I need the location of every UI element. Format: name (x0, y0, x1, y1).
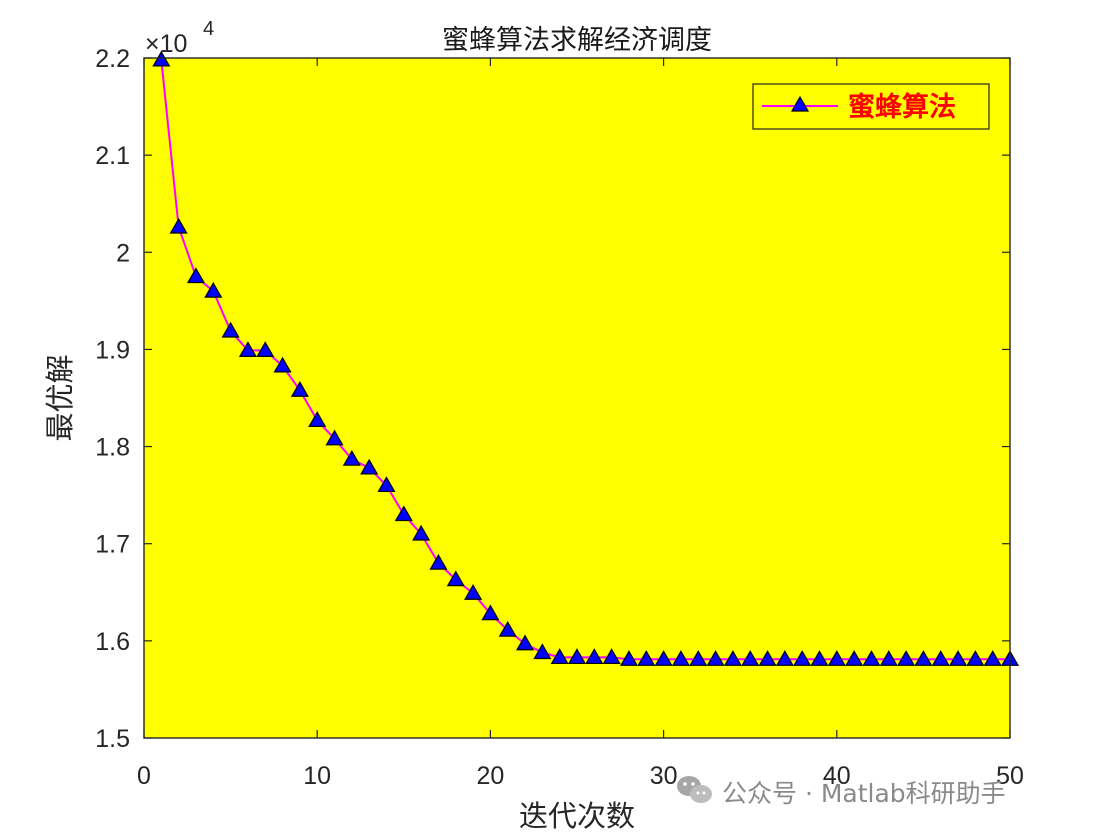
y-exponent-base: ×10 (145, 30, 187, 58)
watermark-text: 公众号 · Matlab科研助手 (722, 779, 1006, 808)
data-point-marker (845, 650, 864, 666)
data-point-marker (585, 648, 604, 664)
x-tick-label: 0 (137, 762, 151, 790)
x-axis-label: 迭代次数 (519, 799, 635, 833)
x-tick-label: 10 (303, 762, 331, 790)
y-exponent-power: 4 (203, 18, 214, 40)
plot-area (144, 58, 1010, 738)
data-point-marker (290, 381, 309, 397)
data-point-marker (533, 643, 552, 660)
data-point-marker (723, 650, 742, 666)
data-point-marker (464, 584, 483, 600)
y-axis-label: 最优解 (43, 354, 77, 441)
data-point-marker (637, 650, 656, 666)
data-point-marker (827, 650, 846, 666)
data-point-marker (204, 281, 223, 298)
y-tick-label: 2.1 (95, 142, 130, 170)
data-point-marker (879, 650, 898, 666)
y-tick-label: 2 (116, 239, 130, 267)
data-point-marker (169, 217, 188, 234)
x-tick-label: 50 (996, 762, 1024, 790)
data-point-marker (238, 341, 257, 357)
series-layer (152, 50, 1020, 666)
y-tick-label: 1.5 (95, 725, 130, 753)
data-point-marker (706, 650, 725, 666)
data-point-marker (256, 341, 275, 357)
data-point-marker (931, 650, 950, 666)
x-tick-label: 40 (823, 762, 851, 790)
legend-entry-label: 蜜蜂算法 (848, 91, 956, 123)
data-point-marker (966, 650, 985, 666)
data-point-marker (186, 267, 205, 284)
watermark: 公众号 · Matlab科研助手 (677, 776, 1006, 808)
data-point-marker (221, 321, 240, 338)
x-tick-label: 20 (476, 762, 504, 790)
y-tick-label: 1.9 (95, 336, 130, 364)
y-axis-exponent: ×10 4 (145, 18, 214, 58)
data-point-marker (775, 650, 794, 666)
data-point-marker (810, 650, 829, 666)
data-point-marker (481, 604, 500, 621)
y-tick-label: 1.7 (95, 531, 130, 559)
data-point-marker (550, 648, 569, 664)
x-axis-ticks: 0 10 20 30 40 50 (137, 58, 1024, 790)
data-point-marker (602, 648, 621, 664)
data-point-marker (342, 449, 361, 466)
data-point-marker (429, 553, 448, 570)
data-point-marker (516, 634, 535, 651)
data-point-marker (897, 650, 916, 666)
data-point-marker (914, 650, 933, 666)
y-axis-ticks: 1.5 1.6 1.7 1.8 1.9 2 2.1 2.2 (95, 45, 1010, 753)
y-tick-label: 1.6 (95, 628, 130, 656)
data-point-marker (412, 524, 431, 541)
data-point-marker (325, 429, 344, 446)
data-point-marker (741, 650, 760, 666)
data-point-marker (654, 650, 673, 666)
data-point-marker (983, 650, 1002, 666)
data-point-marker (498, 620, 517, 637)
chart-title: 蜜蜂算法求解经济调度 (442, 25, 712, 56)
x-tick-label: 30 (650, 762, 678, 790)
data-point-marker (152, 50, 171, 67)
data-point-marker (308, 411, 327, 427)
plot-frame (143, 57, 1011, 739)
y-tick-label: 1.8 (95, 434, 130, 462)
data-point-marker (567, 648, 587, 664)
data-point-marker (862, 650, 881, 666)
data-point-marker (394, 505, 413, 522)
legend-marker-icon (790, 95, 810, 112)
y-tick-label: 2.2 (95, 45, 130, 73)
data-point-marker (949, 650, 968, 666)
data-point-marker (360, 458, 379, 475)
wechat-icon (677, 776, 712, 803)
data-point-marker (793, 650, 812, 666)
data-point-marker (273, 356, 292, 373)
data-point-marker (619, 650, 638, 666)
data-point-marker (689, 650, 708, 666)
legend[interactable]: 蜜蜂算法 (752, 83, 990, 130)
data-point-marker (671, 650, 690, 666)
data-point-marker (758, 650, 777, 666)
data-point-marker (446, 570, 465, 587)
data-point-marker (377, 476, 396, 493)
